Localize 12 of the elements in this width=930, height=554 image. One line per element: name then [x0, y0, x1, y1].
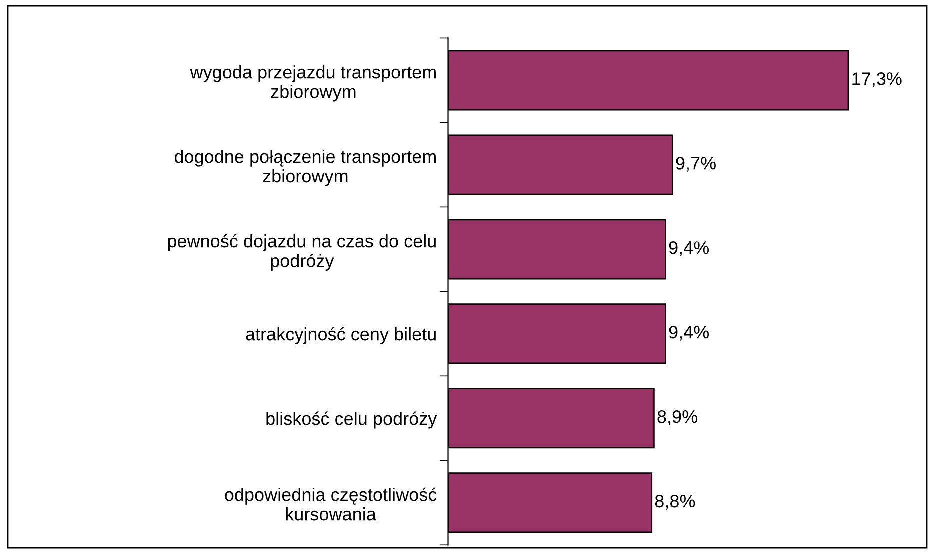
- y-tick-label: atrakcyjność ceny biletu: [246, 327, 436, 344]
- data-label: 8,9%: [658, 410, 698, 426]
- y-tick-label: dogodne połączenie transportem zbiorowym: [174, 150, 436, 186]
- data-label: 9,4%: [669, 242, 710, 256]
- y-tick-label: wygoda przejazdu transportem zbiorowym: [190, 66, 436, 102]
- data-label: 8,8%: [655, 494, 696, 510]
- data-label: 17,3%: [852, 72, 902, 88]
- y-tick-label: bliskość celu podróży: [266, 412, 438, 429]
- y-tick-label: pewność dojazdu na czas do celu podróży: [168, 234, 436, 272]
- data-label: 9,7%: [676, 157, 716, 172]
- data-label: 9,4%: [669, 326, 710, 341]
- y-tick-label: odpowiednia częstotliwość kursowania: [225, 488, 437, 521]
